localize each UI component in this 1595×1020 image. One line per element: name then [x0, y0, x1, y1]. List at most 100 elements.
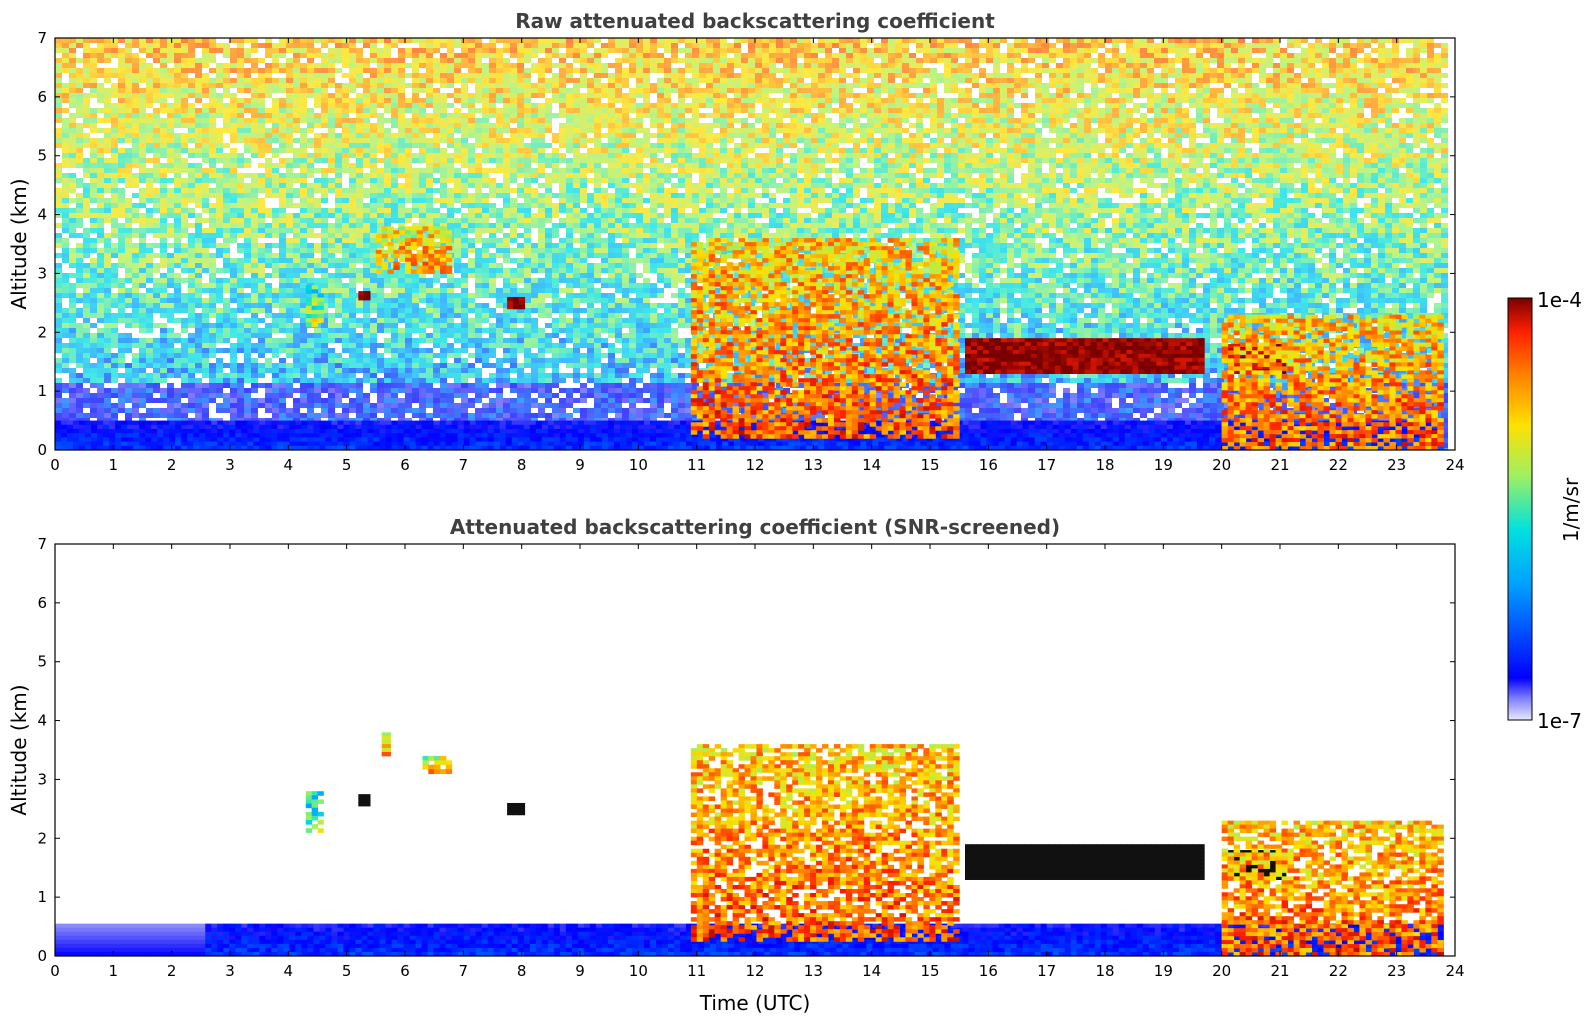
x-tick-label: 21	[1270, 962, 1289, 980]
colorbar-min-label: 1e-7	[1537, 709, 1582, 733]
y-tick-label: 6	[37, 594, 47, 612]
heatmap-feature-aerosol	[422, 755, 453, 775]
x-tick-label: 19	[1154, 456, 1173, 474]
y-tick-label: 4	[37, 712, 47, 730]
x-tick-label: 12	[745, 456, 764, 474]
y-tick-label: 2	[37, 323, 47, 341]
x-tick-label: 16	[979, 456, 998, 474]
y-tick-label: 6	[37, 88, 47, 106]
x-tick-label: 20	[1212, 962, 1231, 980]
x-tick-label: 10	[629, 962, 648, 980]
x-tick-label: 5	[342, 962, 352, 980]
y-tick-label: 3	[37, 264, 47, 282]
x-tick-label: 11	[687, 962, 706, 980]
x-tick-label: 18	[1095, 962, 1114, 980]
x-axis-label: Time (UTC)	[699, 991, 811, 1015]
colorbar-unit-label: 1/m/sr	[1559, 477, 1583, 542]
x-tick-label: 7	[459, 962, 469, 980]
y-tick-label: 5	[37, 147, 47, 165]
x-tick-label: 23	[1387, 962, 1406, 980]
colorbar-gradient	[1507, 297, 1533, 721]
y-tick-label: 2	[37, 829, 47, 847]
y-axis-ticks: 0 1 2 3 4 5 6 7	[37, 535, 1455, 965]
heatmap-feature-cloud	[507, 802, 526, 816]
x-axis-ticks: 0 1 2 3 4 5 6 7 8 9 10 11 12 13 14 15 16 17 18 19 20 21 22 23 24	[50, 544, 1465, 980]
heatmap-feature-cloud	[358, 291, 371, 301]
y-tick-label: 0	[37, 947, 47, 965]
x-tick-label: 6	[400, 456, 410, 474]
y-tick-label: 4	[37, 206, 47, 224]
x-tick-label: 11	[687, 456, 706, 474]
x-tick-label: 7	[459, 456, 469, 474]
heatmap-feature-aerosol	[381, 732, 391, 757]
x-tick-label: 22	[1329, 456, 1348, 474]
heatmap-feature-aerosol	[690, 238, 960, 439]
y-axis-label: Altitude (km)	[7, 684, 31, 815]
y-tick-label: 1	[37, 382, 47, 400]
heatmap-feature-boundary_layer	[1221, 820, 1444, 956]
x-axis-ticks: 0 1 2 3 4 5 6 7 8 9 10 11 12 13 14 15 16 17 18 19 20 21 22 23 24	[50, 38, 1465, 474]
x-tick-label: 0	[50, 962, 60, 980]
y-axis-label: Altitude (km)	[7, 178, 31, 309]
panel-raw: Raw attenuated backscattering coefficien…	[7, 9, 1465, 474]
x-tick-label: 10	[629, 456, 648, 474]
colorbar: 1e-4 1e-7 1/m/sr	[1507, 288, 1583, 733]
x-tick-label: 8	[517, 456, 527, 474]
x-tick-label: 4	[284, 456, 294, 474]
x-tick-label: 9	[575, 962, 585, 980]
x-tick-label: 14	[862, 456, 881, 474]
x-tick-label: 5	[342, 456, 352, 474]
x-tick-label: 22	[1329, 962, 1348, 980]
heatmap-feature-aerosol	[375, 226, 453, 274]
heatmap-feature-aerosol	[690, 744, 960, 942]
x-tick-label: 8	[517, 962, 527, 980]
x-tick-label: 16	[979, 962, 998, 980]
chart-title: Attenuated backscattering coefficient (S…	[450, 515, 1060, 539]
x-tick-label: 14	[862, 962, 881, 980]
x-tick-label: 12	[745, 962, 764, 980]
x-tick-label: 17	[1037, 456, 1056, 474]
x-tick-label: 3	[225, 456, 235, 474]
heatmap-feature-cloud	[358, 794, 371, 807]
y-tick-label: 1	[37, 888, 47, 906]
chart-title: Raw attenuated backscattering coefficien…	[515, 9, 995, 33]
y-tick-label: 7	[37, 29, 47, 47]
x-tick-label: 20	[1212, 456, 1231, 474]
heatmap-feature-aerosol	[305, 791, 324, 833]
x-tick-label: 1	[109, 962, 119, 980]
y-tick-label: 3	[37, 770, 47, 788]
plot-area	[55, 732, 1444, 956]
plot-area	[55, 38, 1448, 450]
y-axis-ticks: 0 1 2 3 4 5 6 7	[37, 29, 1455, 459]
x-tick-label: 15	[920, 962, 939, 980]
y-tick-label: 5	[37, 653, 47, 671]
x-tick-label: 2	[167, 456, 177, 474]
heatmap-feature-cloud	[507, 296, 526, 310]
x-tick-label: 24	[1445, 456, 1464, 474]
x-tick-label: 19	[1154, 962, 1173, 980]
heatmap-feature-cloud	[965, 338, 1205, 374]
x-tick-label: 3	[225, 962, 235, 980]
panel-screened: Attenuated backscattering coefficient (S…	[7, 515, 1465, 1015]
x-tick-label: 0	[50, 456, 60, 474]
x-tick-label: 9	[575, 456, 585, 474]
x-tick-label: 13	[804, 962, 823, 980]
x-tick-label: 2	[167, 962, 177, 980]
x-tick-label: 4	[284, 962, 294, 980]
x-tick-label: 18	[1095, 456, 1114, 474]
x-tick-label: 23	[1387, 456, 1406, 474]
x-tick-label: 21	[1270, 456, 1289, 474]
x-tick-label: 17	[1037, 962, 1056, 980]
x-tick-label: 13	[804, 456, 823, 474]
heatmap-feature-boundary_layer	[1221, 314, 1444, 450]
x-tick-label: 6	[400, 962, 410, 980]
x-tick-label: 1	[109, 456, 119, 474]
heatmap-feature-cloud	[965, 844, 1205, 880]
x-tick-label: 24	[1445, 962, 1464, 980]
y-tick-label: 7	[37, 535, 47, 553]
y-tick-label: 0	[37, 441, 47, 459]
x-tick-label: 15	[920, 456, 939, 474]
colorbar-max-label: 1e-4	[1537, 288, 1582, 312]
heatmap-feature-aerosol	[305, 285, 324, 327]
